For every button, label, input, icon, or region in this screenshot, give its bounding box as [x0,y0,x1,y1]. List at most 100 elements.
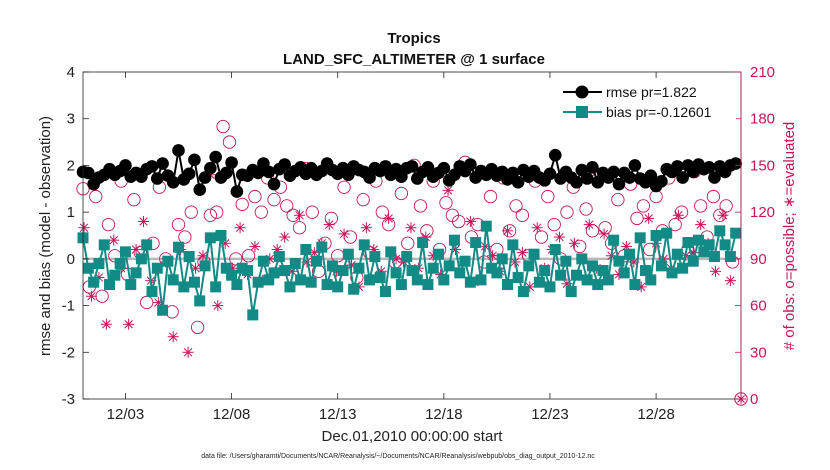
asterisk-stroke [674,211,683,220]
bias-point [655,260,667,272]
legend-bias-label: bias pr=-0.12601 [606,104,712,120]
bias-point [348,283,360,295]
asterisk-stroke [406,223,416,232]
bias-point [448,234,460,246]
evaluated-obs-point [383,212,395,224]
y2-tick-label: 120 [750,204,775,221]
bias-point [358,239,370,251]
rmse-point [570,175,583,189]
bias-point [226,269,238,281]
rmse-point [543,167,557,181]
bias-point [639,265,651,277]
bias-point [533,276,545,288]
asterisk-stroke [295,211,304,220]
asterisk-stroke [79,223,89,232]
bias-point [560,255,572,267]
bias-point [88,276,100,288]
evaluated-obs-point [568,237,580,249]
y-axis-right: 0 30 60 90 120 150 180 210 [735,64,775,408]
asterisk-stroke [109,235,119,245]
possible-obs-point [439,196,453,210]
bias-point [220,262,232,274]
rmse-point [363,171,376,184]
bias-line [82,226,737,316]
bias-point [310,255,322,267]
evaluated-obs-point [100,318,112,330]
possible-obs-point [375,205,389,219]
bias-point [210,281,222,293]
rmse-point [702,160,716,174]
bias-point [666,267,678,279]
bias-point [475,274,487,286]
possible-obs-point [305,205,319,219]
rmse-point [676,171,689,184]
bias-point [454,267,466,279]
bias-point [119,246,131,258]
possible-obs-point [292,221,307,235]
bias-point [279,265,291,277]
bias-point [215,230,227,241]
possible-obs-point [89,189,103,204]
evaluated-obs-point [137,215,149,227]
y2-axis-label: # of obs: o=possible; ∗=evaluated [781,122,798,351]
asterisk-stroke [87,291,96,301]
asterisk-stroke [570,239,579,248]
asterisk-stroke [584,220,594,229]
bias-point [183,251,195,263]
evaluated-obs-point [130,244,142,256]
y2-tick-label: 90 [750,251,767,268]
possible-obs-point [184,205,198,219]
bias-point [507,239,519,251]
possible-obs-point [706,189,721,204]
bias-point [157,304,169,316]
asterisk-stroke [718,211,728,220]
bias-point [671,248,683,260]
legend-box [560,78,736,126]
bias-point [374,272,386,284]
possible-obs-point [573,239,587,254]
rmse-point [150,172,164,185]
bias-point [438,274,450,286]
y-tick-label: -2 [62,344,75,361]
x-tick-label: 12/13 [319,406,357,423]
rmse-point [145,160,159,173]
evaluated-obs-point [598,228,610,240]
evaluated-obs-point [294,209,306,221]
asterisk-stroke [324,220,334,229]
rmse-point [421,160,435,174]
bias-point [496,253,508,265]
rmse-point [225,156,238,169]
possible-obs-point [394,186,409,201]
evaluated-obs-point [405,222,417,234]
bias-point [512,272,524,284]
bias-point [125,279,137,291]
possible-obs-point [413,199,428,213]
legend: rmse pr=1.822 bias pr=-0.12601 [560,78,736,126]
bias-point [178,281,190,293]
possible-obs-point [210,205,224,219]
possible-obs-point [248,189,262,204]
asterisk-stroke [280,232,289,242]
evaluated-obs-point [554,231,566,243]
bias-point [321,279,333,291]
legend-rmse-marker [575,85,589,99]
rmse-point [182,167,196,181]
y-axis-left: -3 -2 -1 0 1 2 3 4 [62,64,89,408]
bias-point [586,260,598,272]
asterisk-stroke [518,248,527,257]
bias-point [528,248,540,260]
y-tick-label: -3 [62,391,75,408]
evaluated-obs-point [724,275,736,287]
bias-point [459,255,471,267]
bias-point [353,262,365,274]
evaluated-obs-point [502,225,514,237]
bias-point [194,295,206,307]
asterisk-stroke [622,242,631,251]
bias-point [390,267,402,279]
bias-point [602,274,614,286]
x-axis: 12/03 12/08 12/13 12/18 12/23 12/28 [107,72,675,423]
evaluated-obs-point [323,219,335,231]
bias-point [162,255,174,267]
rmse-point [644,169,658,183]
y-tick-label: 1 [67,204,75,221]
